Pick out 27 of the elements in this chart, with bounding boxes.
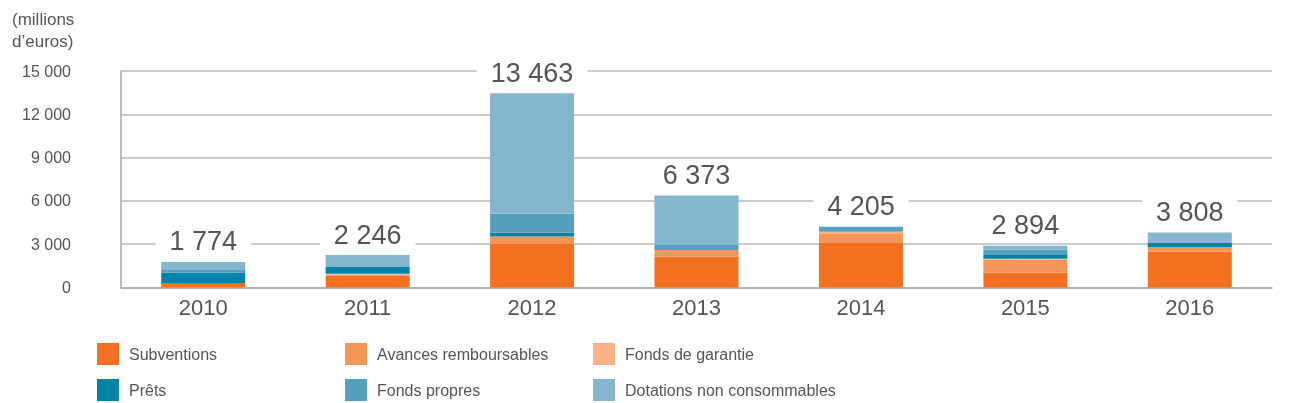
y-tick-label: 3 000 <box>30 235 72 253</box>
x-tick-label: 2014 <box>836 295 886 320</box>
y-tick-label: 15 000 <box>22 62 72 80</box>
legend-label: Subventions <box>129 345 218 363</box>
legend-label: Prêts <box>129 381 167 399</box>
legend-label: Avances remboursables <box>377 345 549 363</box>
x-tick-label: 2015 <box>1000 295 1050 320</box>
x-tick-label: 2013 <box>672 295 721 320</box>
y-axis-title: (millions d’euros) <box>12 9 80 51</box>
legend-label: Fonds propres <box>377 381 481 399</box>
x-tick-label: 2011 <box>343 295 392 320</box>
total-label: 13 463 <box>490 57 574 88</box>
total-label: 2 894 <box>991 210 1060 241</box>
total-label: 1 774 <box>169 226 237 257</box>
x-tick-label: 2012 <box>507 295 557 320</box>
legend-label: Dotations non consommables <box>625 381 836 399</box>
y-tick-label: 12 000 <box>22 105 72 123</box>
legend-label: Fonds de garantie <box>625 345 755 363</box>
x-tick-label: 2010 <box>178 295 228 320</box>
total-label: 2 246 <box>333 219 402 250</box>
y-tick-label: 0 <box>62 279 72 296</box>
x-tick-label: 2016 <box>1165 295 1215 320</box>
y-tick-label: 9 000 <box>30 149 72 167</box>
total-label: 4 205 <box>827 191 895 222</box>
total-label: 6 373 <box>662 160 731 191</box>
total-label: 3 808 <box>1156 197 1224 228</box>
y-tick-label: 6 000 <box>30 192 72 210</box>
